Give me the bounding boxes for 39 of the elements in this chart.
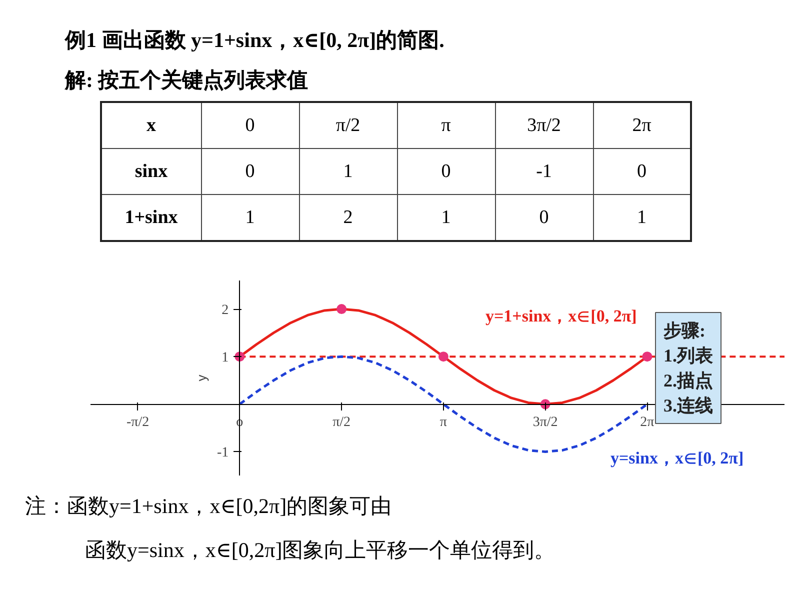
text: 注：函数y=1+sinx，x∈[0,2π]的图象可由 [25, 493, 393, 520]
annotation: 3.连线 [664, 396, 713, 416]
text: 1 [397, 194, 495, 242]
series-label: y=sinx，x∈[0, 2π] [610, 448, 744, 468]
text: 函数y=sinx，x∈[0,2π]图象向上平移一个单位得到。 [85, 537, 556, 564]
x-tick-label: π/2 [332, 415, 351, 430]
y-tick-label: -1 [217, 446, 229, 461]
series-label: y=1+sinx，x∈[0, 2π] [486, 306, 637, 326]
point [642, 352, 652, 362]
text: π/2 [299, 102, 397, 149]
point [438, 352, 448, 362]
x-tick-label: π [440, 415, 447, 430]
text: x [101, 102, 201, 149]
y-tick-label: 2 [222, 303, 229, 318]
text: 解: 按五个关键点列表求值 [65, 67, 310, 94]
text: π [397, 102, 495, 149]
annotation: 2.描点 [664, 370, 713, 390]
text: 1 [299, 148, 397, 195]
text: 1 [593, 194, 691, 242]
y-axis-title: y [194, 374, 209, 382]
annotation: 步骤: [662, 320, 706, 340]
text: 2 [299, 194, 397, 242]
text: sinx [101, 148, 201, 195]
text: 例1 画出函数 y=1+sinx，x∈[0, 2π]的简图. [65, 27, 446, 54]
text: 0 [495, 194, 593, 242]
text: 2π [593, 102, 691, 149]
text: 0 [397, 148, 495, 195]
x-tick-label: -π/2 [126, 415, 150, 430]
text: 1+sinx [101, 194, 201, 242]
x-tick-label: 2π [640, 415, 654, 430]
point [336, 304, 347, 314]
text: 3π/2 [495, 102, 593, 149]
y-tick-label: 1 [222, 350, 229, 366]
text: 0 [593, 148, 691, 195]
text: 0 [201, 102, 299, 149]
text: 0 [201, 148, 299, 195]
x-tick-label: 3π/2 [532, 415, 558, 430]
text: -1 [495, 148, 593, 195]
annotation: 1.列表 [664, 346, 713, 366]
